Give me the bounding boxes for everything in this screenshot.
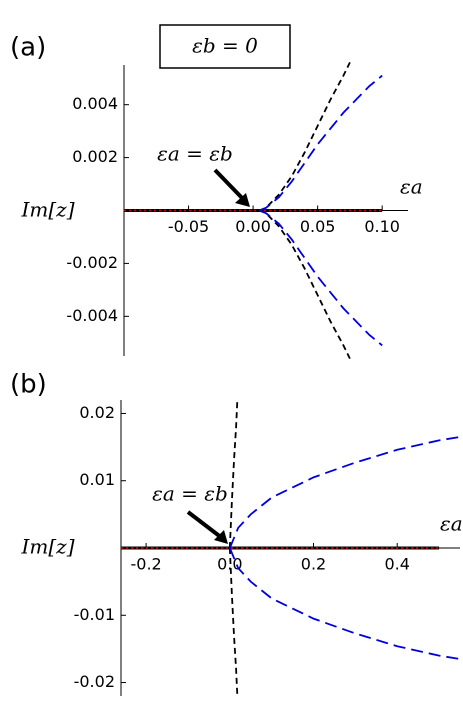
x-tick-label: 0.05 bbox=[300, 217, 336, 236]
x-tick-label: -0.05 bbox=[168, 217, 209, 236]
y-tick-label: 0.01 bbox=[79, 470, 115, 489]
chart-title: εb = 0 bbox=[192, 34, 258, 58]
y-tick-label: -0.01 bbox=[74, 605, 115, 624]
x-tick-label: 0.2 bbox=[301, 555, 326, 574]
series-line bbox=[259, 74, 383, 212]
panel-label: (a) bbox=[10, 33, 46, 63]
x-tick-label: 0.10 bbox=[364, 217, 400, 236]
y-tick-label: 0.02 bbox=[79, 403, 115, 422]
arrow-head bbox=[235, 193, 250, 207]
y-tick-label: -0.02 bbox=[74, 672, 115, 691]
y-tick-label: -0.002 bbox=[66, 253, 118, 272]
series-line bbox=[228, 547, 239, 697]
series-line bbox=[228, 436, 461, 549]
x-tick-label: -0.2 bbox=[131, 555, 162, 574]
panel-label: (b) bbox=[10, 370, 47, 400]
y-tick-label: 0.004 bbox=[72, 94, 118, 113]
x-tick-label: 0.4 bbox=[384, 555, 409, 574]
title-box bbox=[159, 24, 291, 69]
series-line bbox=[259, 61, 351, 212]
arrow bbox=[213, 168, 246, 202]
y-tick-label: 0.002 bbox=[72, 147, 118, 166]
arrow-head bbox=[214, 530, 228, 544]
series-line bbox=[228, 547, 461, 660]
series-line bbox=[259, 209, 383, 347]
y-tick-label: -0.004 bbox=[66, 306, 118, 325]
annotation: εa = εb bbox=[157, 142, 233, 166]
x-tick-label: 0.00 bbox=[235, 217, 271, 236]
y-axis-label: Im[z] bbox=[20, 535, 74, 559]
x-axis-label: εa bbox=[400, 175, 423, 199]
annotation: εa = εb bbox=[152, 482, 228, 506]
arrow bbox=[186, 510, 224, 540]
y-axis-label: Im[z] bbox=[20, 198, 74, 222]
series-line bbox=[259, 209, 351, 360]
x-axis-label: εa bbox=[440, 512, 463, 536]
series-line bbox=[228, 399, 239, 549]
